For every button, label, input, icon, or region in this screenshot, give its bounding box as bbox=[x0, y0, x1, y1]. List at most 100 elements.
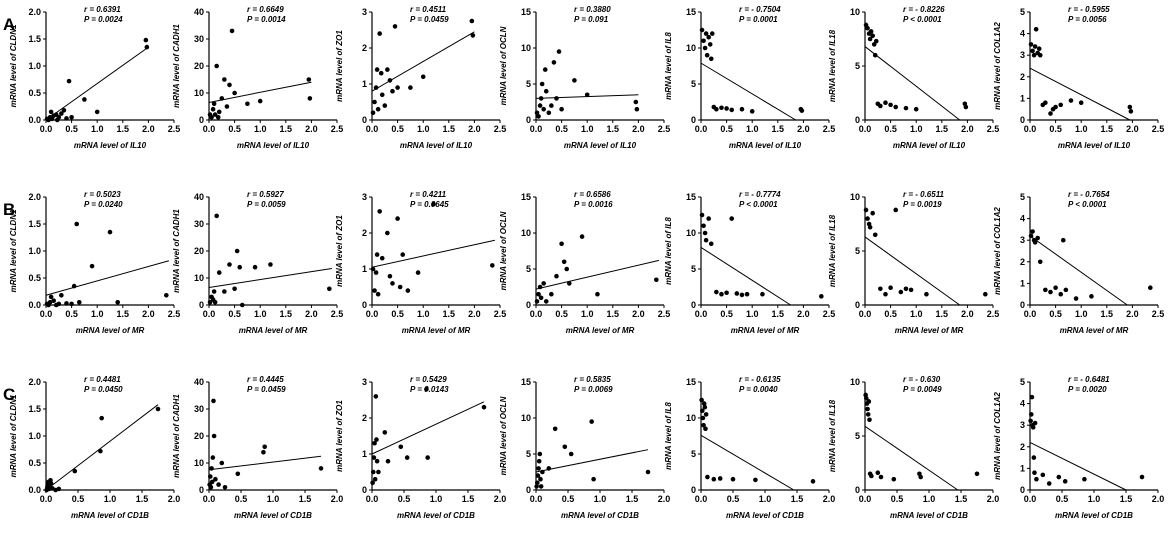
data-point bbox=[69, 115, 74, 120]
x-tick-label: 0.0 bbox=[40, 309, 53, 319]
regression-line bbox=[864, 425, 959, 491]
data-point bbox=[1127, 104, 1133, 110]
y-tick-label: 2 bbox=[1020, 442, 1025, 452]
y-axis-title: mRNA level of ZO1 bbox=[335, 400, 344, 472]
data-point bbox=[234, 248, 240, 254]
data-point bbox=[708, 56, 714, 62]
data-point bbox=[219, 96, 225, 101]
y-tick-label: 1.5 bbox=[28, 404, 41, 414]
data-point bbox=[564, 266, 570, 272]
data-point bbox=[554, 96, 559, 101]
r-value: r = - 0.6481 bbox=[1068, 375, 1110, 384]
y-axis-title: mRNA level of IL18 bbox=[828, 399, 837, 472]
data-point bbox=[144, 44, 150, 50]
data-point bbox=[546, 110, 552, 116]
data-point bbox=[546, 466, 552, 471]
x-axis-title: mRNA level of CD1B bbox=[1055, 511, 1133, 520]
x-tick-label: 1.0 bbox=[91, 309, 104, 319]
y-axis-title: mRNA level of CADH1 bbox=[172, 209, 181, 293]
regression-line bbox=[371, 31, 475, 92]
x-tick-label: 2.0 bbox=[823, 494, 836, 504]
data-point bbox=[261, 449, 266, 455]
scatter-panel: 0.0 0.5 1.0 1.5 2.0 0 10 20 30 40 mRNA level of CD… bbox=[172, 375, 343, 520]
data-point bbox=[878, 286, 883, 292]
data-point bbox=[559, 241, 564, 247]
x-tick-label: 1.0 bbox=[1075, 124, 1088, 134]
x-tick-label: 0.5 bbox=[1049, 309, 1062, 319]
x-axis-title: mRNA level of CD1B bbox=[71, 511, 149, 520]
data-point bbox=[724, 290, 729, 296]
y-axis-title: mRNA level of IL18 bbox=[828, 214, 837, 287]
p-value: P < 0.0001 bbox=[903, 15, 942, 24]
x-tick-label: 1.5 bbox=[117, 309, 130, 319]
p-value: P = 0.0056 bbox=[1068, 15, 1107, 24]
data-point bbox=[924, 291, 929, 297]
data-point bbox=[541, 106, 546, 112]
y-tick-label: 5 bbox=[855, 431, 860, 441]
data-point bbox=[420, 74, 426, 80]
data-point bbox=[425, 455, 430, 460]
y-tick-label: 0.5 bbox=[28, 273, 41, 283]
data-point bbox=[729, 107, 735, 113]
data-point bbox=[397, 284, 403, 290]
data-point bbox=[214, 63, 219, 69]
data-point bbox=[209, 466, 214, 471]
data-point bbox=[554, 273, 559, 279]
y-tick-label: 2 bbox=[1020, 257, 1025, 267]
data-point bbox=[211, 433, 217, 439]
data-point bbox=[549, 103, 554, 108]
data-point bbox=[48, 481, 54, 486]
r-value: r = 0.5927 bbox=[247, 190, 284, 199]
data-point bbox=[377, 209, 382, 214]
y-tick-label: 0.5 bbox=[28, 88, 41, 98]
data-point bbox=[89, 263, 95, 269]
x-tick-label: 1.0 bbox=[1088, 494, 1101, 504]
r-value: r = - 0.630 bbox=[903, 375, 941, 384]
y-tick-label: 30 bbox=[194, 219, 204, 229]
y-tick-label: 3 bbox=[362, 377, 367, 387]
x-tick-label: 2.5 bbox=[331, 309, 344, 319]
y-tick-label: 2.0 bbox=[28, 7, 41, 17]
x-tick-label: 0.0 bbox=[530, 124, 543, 134]
data-point bbox=[568, 451, 574, 457]
data-point bbox=[216, 109, 222, 115]
x-tick-label: 1.0 bbox=[746, 124, 759, 134]
regression-line bbox=[864, 46, 961, 121]
x-tick-label: 0.5 bbox=[720, 124, 733, 134]
data-point bbox=[706, 34, 711, 40]
data-point bbox=[370, 480, 375, 486]
data-point bbox=[1032, 44, 1038, 49]
p-value: P < 0.0001 bbox=[739, 200, 778, 209]
y-tick-label: 2.0 bbox=[28, 377, 41, 387]
x-tick-label: 2.5 bbox=[494, 124, 507, 134]
y-tick-label: 10 bbox=[521, 43, 531, 53]
data-point bbox=[470, 33, 476, 38]
r-value: r = 0.4511 bbox=[410, 5, 447, 14]
data-point bbox=[1046, 481, 1052, 486]
data-point bbox=[537, 284, 543, 290]
data-point bbox=[1062, 479, 1068, 484]
data-point bbox=[1063, 287, 1069, 293]
y-tick-label: 2 bbox=[362, 228, 367, 238]
data-point bbox=[883, 291, 888, 297]
x-tick-label: 1.5 bbox=[1101, 309, 1114, 319]
data-point bbox=[903, 105, 909, 111]
scatter-panel: 0.0 0.5 1.0 1.5 2.0 0 5 10 mRNA level of CD1B mRN… bbox=[828, 375, 999, 520]
data-point bbox=[1048, 111, 1053, 116]
x-tick-label: 1.5 bbox=[936, 309, 949, 319]
data-point bbox=[699, 212, 705, 218]
p-value: P = 0.0069 bbox=[574, 385, 613, 394]
x-tick-label: 0.5 bbox=[884, 124, 897, 134]
data-point bbox=[1037, 52, 1043, 58]
data-point bbox=[1060, 237, 1066, 243]
data-point bbox=[729, 216, 735, 221]
row-letter: B bbox=[3, 200, 15, 219]
scatter-panel: 0.0 0.5 1.0 1.5 2.0 2.5 0.0 0.5 1.0 1.5 2.0 mRNA le… bbox=[9, 190, 180, 335]
data-point bbox=[867, 224, 873, 230]
data-point bbox=[1033, 26, 1039, 32]
data-point bbox=[56, 115, 62, 120]
data-point bbox=[744, 291, 750, 297]
y-tick-label: 0 bbox=[199, 115, 204, 125]
y-axis-title: mRNA level of IL18 bbox=[828, 29, 837, 102]
x-tick-label: 0.0 bbox=[203, 124, 216, 134]
